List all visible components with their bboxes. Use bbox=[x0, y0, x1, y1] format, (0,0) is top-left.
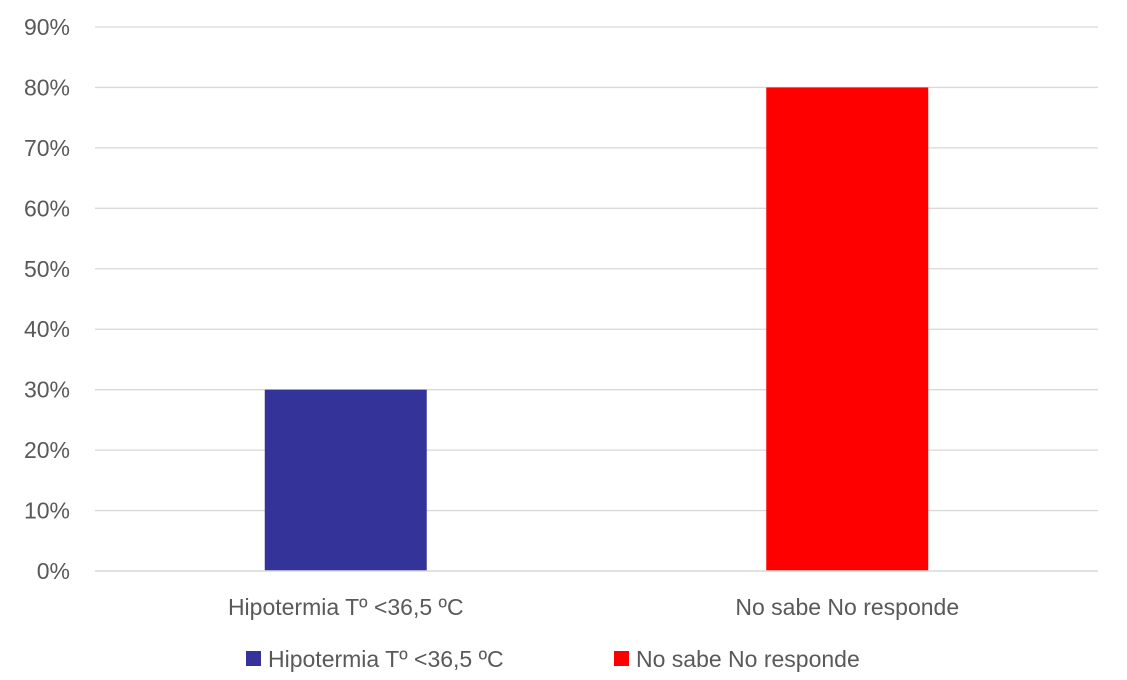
bar bbox=[766, 87, 929, 571]
legend-swatch bbox=[246, 651, 261, 666]
y-tick-label: 70% bbox=[24, 135, 70, 161]
y-tick-label: 30% bbox=[24, 377, 70, 403]
y-tick-label: 90% bbox=[24, 14, 70, 40]
x-tick-label: No sabe No responde bbox=[735, 594, 959, 620]
legend-swatch bbox=[614, 651, 629, 666]
y-tick-label: 10% bbox=[24, 498, 70, 524]
y-tick-label: 20% bbox=[24, 437, 70, 463]
legend-label: No sabe No responde bbox=[636, 646, 860, 672]
legend-entry: Hipotermia Tº <36,5 ºC bbox=[246, 646, 504, 672]
legend-entry: No sabe No responde bbox=[614, 646, 860, 672]
legend-label: Hipotermia Tº <36,5 ºC bbox=[268, 646, 504, 672]
bar bbox=[264, 389, 427, 571]
y-tick-label: 40% bbox=[24, 316, 70, 342]
y-axis-tick-labels: 0% 10% 20% 30% 40% 50% 60% 70% 80% 90% bbox=[24, 14, 70, 584]
x-tick-label: Hipotermia Tº <36,5 ºC bbox=[228, 594, 464, 620]
x-axis-tick-labels: Hipotermia Tº <36,5 ºC No sabe No respond… bbox=[228, 594, 959, 620]
y-tick-label: 0% bbox=[37, 558, 70, 584]
y-tick-label: 60% bbox=[24, 195, 70, 221]
bars bbox=[264, 87, 929, 571]
gridlines bbox=[95, 26, 1098, 512]
y-tick-label: 80% bbox=[24, 74, 70, 100]
y-tick-label: 50% bbox=[24, 256, 70, 282]
legend: Hipotermia Tº <36,5 ºC No sabe No respond… bbox=[246, 646, 860, 672]
